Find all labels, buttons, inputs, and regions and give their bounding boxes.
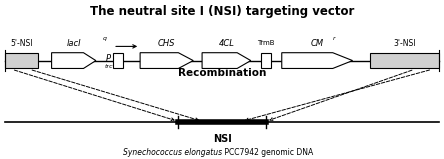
Bar — [262, 53, 271, 69]
Polygon shape — [202, 53, 251, 69]
Text: 4CL: 4CL — [218, 39, 234, 48]
Text: 3'-NSI: 3'-NSI — [393, 39, 416, 48]
Text: r: r — [333, 36, 335, 41]
Text: The neutral site I (NSI) targeting vector: The neutral site I (NSI) targeting vecto… — [90, 5, 354, 18]
Text: NSI: NSI — [213, 134, 231, 144]
Text: PCC7942 genomic DNA: PCC7942 genomic DNA — [222, 148, 313, 156]
Text: CHS: CHS — [158, 39, 175, 48]
Bar — [370, 53, 439, 69]
Text: q: q — [103, 36, 107, 41]
Text: 5'-NSI: 5'-NSI — [11, 39, 33, 48]
Polygon shape — [140, 53, 193, 69]
Polygon shape — [52, 53, 96, 69]
Bar — [5, 53, 38, 69]
Text: Synechococcus elongatus: Synechococcus elongatus — [123, 148, 222, 156]
Text: trc: trc — [104, 64, 113, 69]
Text: lacI: lacI — [67, 39, 81, 48]
Text: Recombination: Recombination — [178, 68, 266, 78]
Polygon shape — [282, 53, 353, 69]
Text: TrmB: TrmB — [258, 40, 275, 46]
Text: CM: CM — [311, 39, 324, 48]
Text: P: P — [106, 54, 111, 63]
Bar — [113, 53, 123, 69]
